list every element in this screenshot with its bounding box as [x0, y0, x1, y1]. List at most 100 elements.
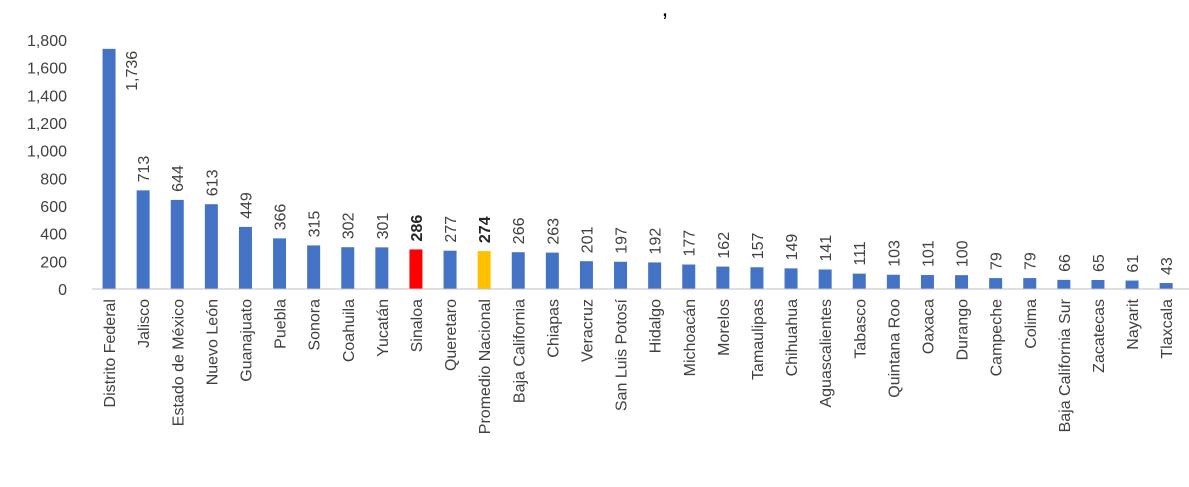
bar-value-label: 197 [614, 227, 631, 254]
category-label: Zacatecas [1091, 299, 1108, 373]
category-label: Nuevo León [204, 299, 221, 385]
bar [477, 251, 491, 289]
bar-value-label: 613 [204, 169, 221, 196]
y-tick-label: 1,400 [27, 88, 67, 105]
y-tick-label: 1,600 [27, 61, 67, 78]
bar-value-label: 277 [443, 216, 460, 243]
category-label: Morelos [716, 299, 733, 356]
category-label: Sonora [307, 299, 324, 351]
bar [716, 266, 730, 289]
bar-value-label: 201 [579, 226, 596, 253]
category-label: Aguascalientes [818, 299, 835, 408]
bar-value-label: 43 [1159, 257, 1176, 275]
bar [750, 267, 764, 289]
bar-value-label: 302 [341, 212, 358, 239]
bar-value-label: 61 [1125, 255, 1142, 273]
category-label: Tamaulipas [750, 299, 767, 380]
data-labels: 1,736 713 644 613 449 366 315 302 301 286 277 274 26… [124, 51, 1176, 275]
bar [648, 262, 662, 289]
bar [955, 275, 969, 289]
category-label: Nayarit [1125, 298, 1142, 349]
bar-value-label: 157 [750, 232, 767, 259]
category-label: Campeche [989, 299, 1006, 376]
category-label: Quintana Roo [886, 299, 903, 398]
bar [204, 204, 218, 289]
y-tick-label: 0 [58, 282, 67, 299]
bar-value-label: 266 [511, 217, 528, 244]
y-tick-label: 1,000 [27, 144, 67, 161]
bar-value-label: 103 [886, 240, 903, 267]
bar [852, 273, 866, 289]
category-label: Jalisco [136, 299, 153, 348]
bar-value-label: 101 [920, 240, 937, 267]
bar [136, 190, 150, 289]
category-label: Coahuila [341, 299, 358, 362]
bar [341, 247, 355, 289]
bar [818, 269, 832, 289]
bar [102, 48, 116, 289]
category-label: Hidalgo [648, 299, 665, 353]
bar [375, 247, 389, 289]
category-label: Chihuahua [784, 299, 801, 377]
bar [1057, 279, 1071, 289]
bar-value-label: 100 [955, 240, 972, 267]
category-label: San Luis Potosí [614, 298, 631, 411]
bar [579, 261, 593, 289]
bar-value-label: 1,736 [124, 51, 141, 91]
bar-value-label: 366 [273, 204, 290, 231]
category-label: Oaxaca [920, 299, 937, 354]
bar [443, 250, 457, 289]
category-label: Distrito Federal [102, 299, 119, 407]
bar-value-label: 141 [818, 235, 835, 262]
y-tick-label: 1,800 [27, 33, 67, 50]
bar-value-label: 65 [1091, 254, 1108, 272]
category-label: Michoacán [682, 299, 699, 376]
category-label: Promedio Nacional [477, 299, 494, 434]
bar-value-label: 66 [1057, 254, 1074, 272]
bar [1125, 280, 1139, 289]
bar-value-label: 111 [852, 241, 869, 265]
bar-value-label: 79 [1023, 252, 1040, 270]
category-label: Guanajuato [238, 299, 255, 382]
bar-value-label: 79 [989, 252, 1006, 270]
y-axis-ticks: 0 200 400 600 800 1,000 1,200 1,400 1,600 1,800 [27, 33, 67, 299]
bar [920, 275, 934, 289]
bar-value-label: 149 [784, 234, 801, 261]
bar-value-label: 286 [409, 215, 426, 242]
bar [1091, 280, 1105, 289]
bar [1159, 283, 1173, 289]
bar-value-label: 263 [545, 218, 562, 245]
bar-value-label: 301 [375, 213, 392, 240]
bar [273, 238, 287, 289]
bar [511, 252, 525, 289]
category-label: Sinaloa [409, 299, 426, 352]
category-label: Chiapas [545, 299, 562, 358]
bar [409, 249, 423, 289]
chart-title: , [662, 0, 669, 22]
category-label: Tlaxcala [1159, 299, 1176, 359]
y-tick-label: 600 [40, 199, 67, 216]
bar-value-label: 162 [716, 232, 733, 259]
y-tick-label: 1,200 [27, 116, 67, 133]
bar [682, 264, 696, 289]
category-label: Tabasco [852, 299, 869, 359]
bar-value-label: 192 [648, 228, 665, 255]
category-label: Colima [1023, 299, 1040, 349]
bar-value-label: 644 [170, 165, 187, 192]
category-label: Queretaro [443, 299, 460, 371]
category-label: Durango [955, 299, 972, 360]
category-label: Puebla [273, 299, 290, 349]
bar [307, 245, 321, 289]
category-label: Yucatán [375, 299, 392, 357]
category-label: Baja California Sur [1057, 298, 1074, 432]
y-tick-label: 800 [40, 171, 67, 188]
bar [1023, 278, 1037, 289]
y-tick-label: 400 [40, 227, 67, 244]
bar-value-label: 274 [477, 216, 494, 243]
bar [170, 199, 184, 289]
bar-value-label: 449 [238, 192, 255, 219]
bars [102, 48, 1173, 289]
bar-value-label: 315 [307, 211, 324, 238]
category-label: Estado de México [170, 299, 187, 426]
